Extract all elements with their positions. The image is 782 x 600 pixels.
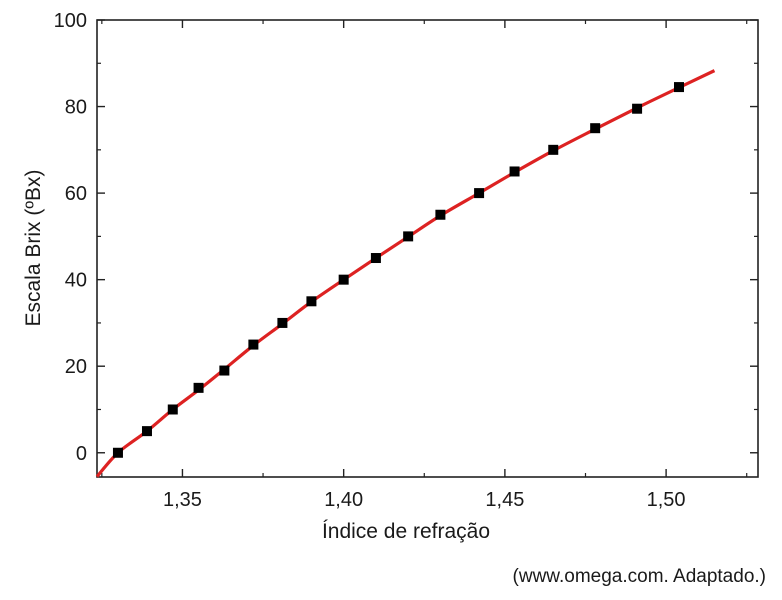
data-point (590, 123, 601, 134)
data-point (167, 404, 178, 415)
x-axis-label: Índice de refração (322, 520, 490, 543)
data-point (370, 253, 381, 264)
data-point (548, 144, 559, 155)
data-point (306, 296, 317, 307)
y-tick-label: 40 (65, 270, 87, 292)
data-point (674, 82, 685, 93)
x-tick-label: 1,45 (485, 489, 524, 511)
x-tick-label: 1,40 (324, 489, 363, 511)
data-point (509, 166, 520, 177)
data-point (248, 339, 259, 350)
data-point (435, 209, 446, 220)
x-tick-label: 1,35 (163, 489, 202, 511)
chart: 0 20 40 60 80 100 1,35 1,40 1,45 1,50 Índice de r… (22, 10, 759, 543)
y-axis-label: Escala Brix (ºBx) (22, 169, 45, 326)
data-point (338, 274, 349, 285)
y-tick-label: 60 (65, 183, 87, 205)
data-point (277, 317, 288, 328)
data-point (219, 365, 230, 376)
series-line (95, 69, 716, 478)
data-point (474, 188, 485, 199)
x-tick-label: 1,50 (647, 489, 686, 511)
data-point (632, 103, 643, 114)
tick-labels: 0 20 40 60 80 100 1,35 1,40 1,45 1,50 (54, 10, 686, 511)
ticks (97, 19, 758, 477)
plot-frame (96, 19, 759, 478)
y-tick-label: 0 (76, 443, 87, 465)
y-tick-label: 100 (54, 10, 87, 32)
data-point (112, 447, 123, 458)
data-point (141, 426, 152, 437)
source-note: (www.omega.com. Adaptado.) (512, 566, 766, 587)
y-tick-label: 80 (65, 97, 87, 119)
y-tick-label: 20 (65, 356, 87, 378)
markers (112, 82, 685, 458)
data-point (403, 231, 414, 242)
data-point (193, 382, 204, 393)
